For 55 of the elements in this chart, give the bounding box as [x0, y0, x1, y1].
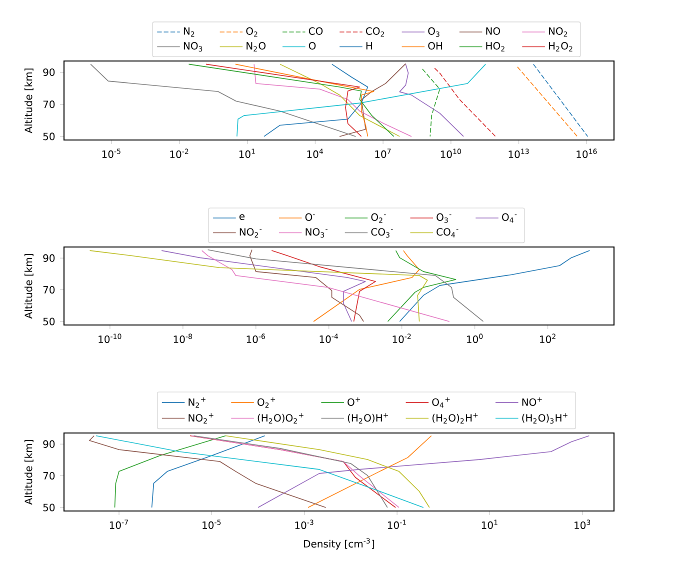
x-tick-label: 10$^{-6}$ — [246, 334, 266, 344]
y-axis-title: Altitude [km] — [24, 254, 34, 319]
y-axis-title: Altitude [km] — [24, 68, 34, 134]
legend-label: H$_{2}$O$_{2}$ — [548, 42, 572, 52]
y-tick-label: 50 — [43, 318, 55, 326]
legend-label: HO$_{2}$ — [486, 42, 504, 52]
x-tick-label: 10$^{-2}$ — [170, 148, 188, 158]
legend-label: O$^{-}$ — [305, 213, 315, 221]
x-tick-label: 10$^{10}$ — [440, 148, 461, 158]
y-tick-label: 50 — [43, 132, 55, 140]
legend-label: OH — [428, 42, 442, 50]
x-tick-label: 10$^{16}$ — [576, 148, 597, 158]
y-tick-label: 90 — [43, 68, 55, 76]
legend-label: H — [366, 42, 372, 50]
x-tick-label: 10$^{-4}$ — [320, 334, 338, 343]
x-tick-label: 10$^{-2}$ — [392, 334, 411, 344]
x-tick-label: 10$^{1}$ — [482, 520, 498, 529]
x-tick-label: 10$^{4}$ — [307, 148, 324, 158]
y-tick-label: 50 — [43, 504, 55, 512]
legend-label: CO — [308, 27, 323, 35]
legend-label: (H$_{2}$O)H$^{+}$ — [348, 413, 388, 424]
y-tick-label: 90 — [43, 254, 55, 262]
x-tick-label: 10$^{-10}$ — [98, 334, 122, 344]
x-axis-title: Density [cm$^{-3}$] — [304, 538, 374, 550]
x-tick-label: 10$^{-3}$ — [295, 520, 314, 530]
y-axis-title: Altitude [km] — [24, 440, 34, 505]
legend-label: O — [308, 42, 316, 50]
legend-label: NO$_{2}$ — [548, 27, 568, 37]
legend-label: O$^{+}$ — [348, 397, 360, 406]
legend-label: CO$_{2}$ — [366, 27, 384, 37]
x-tick-label: 10$^{2}$ — [540, 334, 556, 344]
x-tick-label: 10$^{-5}$ — [202, 520, 221, 529]
x-tick-label: 10$^{3}$ — [574, 520, 590, 530]
x-tick-label: 10$^{-8}$ — [174, 334, 192, 344]
legend-label: NO$_{3}$ — [184, 42, 202, 52]
x-tick-label: 10$^{0}$ — [467, 334, 483, 344]
x-tick-label: 10$^{7}$ — [375, 148, 391, 158]
legend-label: O$_{2}$ — [246, 27, 258, 37]
x-tick-label: 10$^{-5}$ — [102, 148, 120, 158]
legend-label: NO — [486, 27, 500, 35]
y-tick-label: 70 — [43, 286, 55, 294]
y-tick-label: 70 — [43, 472, 55, 480]
y-tick-label: 70 — [43, 100, 55, 108]
legend-label: O$_{3}$ — [428, 27, 440, 37]
y-tick-label: 90 — [43, 440, 55, 448]
legend-label: N$_{2}$O — [246, 42, 266, 52]
legend-label: N$_{2}$ — [184, 27, 194, 37]
legend-label: (H$_{2}$O)$_{3}$H$^{+}$ — [522, 413, 568, 424]
x-tick-label: 10$^{1}$ — [239, 148, 255, 158]
x-tick-label: 10$^{-1}$ — [388, 520, 406, 529]
legend-label: (H$_{2}$O)$_{2}$H$^{+}$ — [432, 413, 478, 424]
x-tick-label: 10$^{13}$ — [508, 148, 529, 158]
legend-label: e — [239, 214, 245, 220]
x-tick-label: 10$^{-7}$ — [110, 520, 128, 529]
legend-label: NO$^{+}$ — [522, 397, 542, 406]
